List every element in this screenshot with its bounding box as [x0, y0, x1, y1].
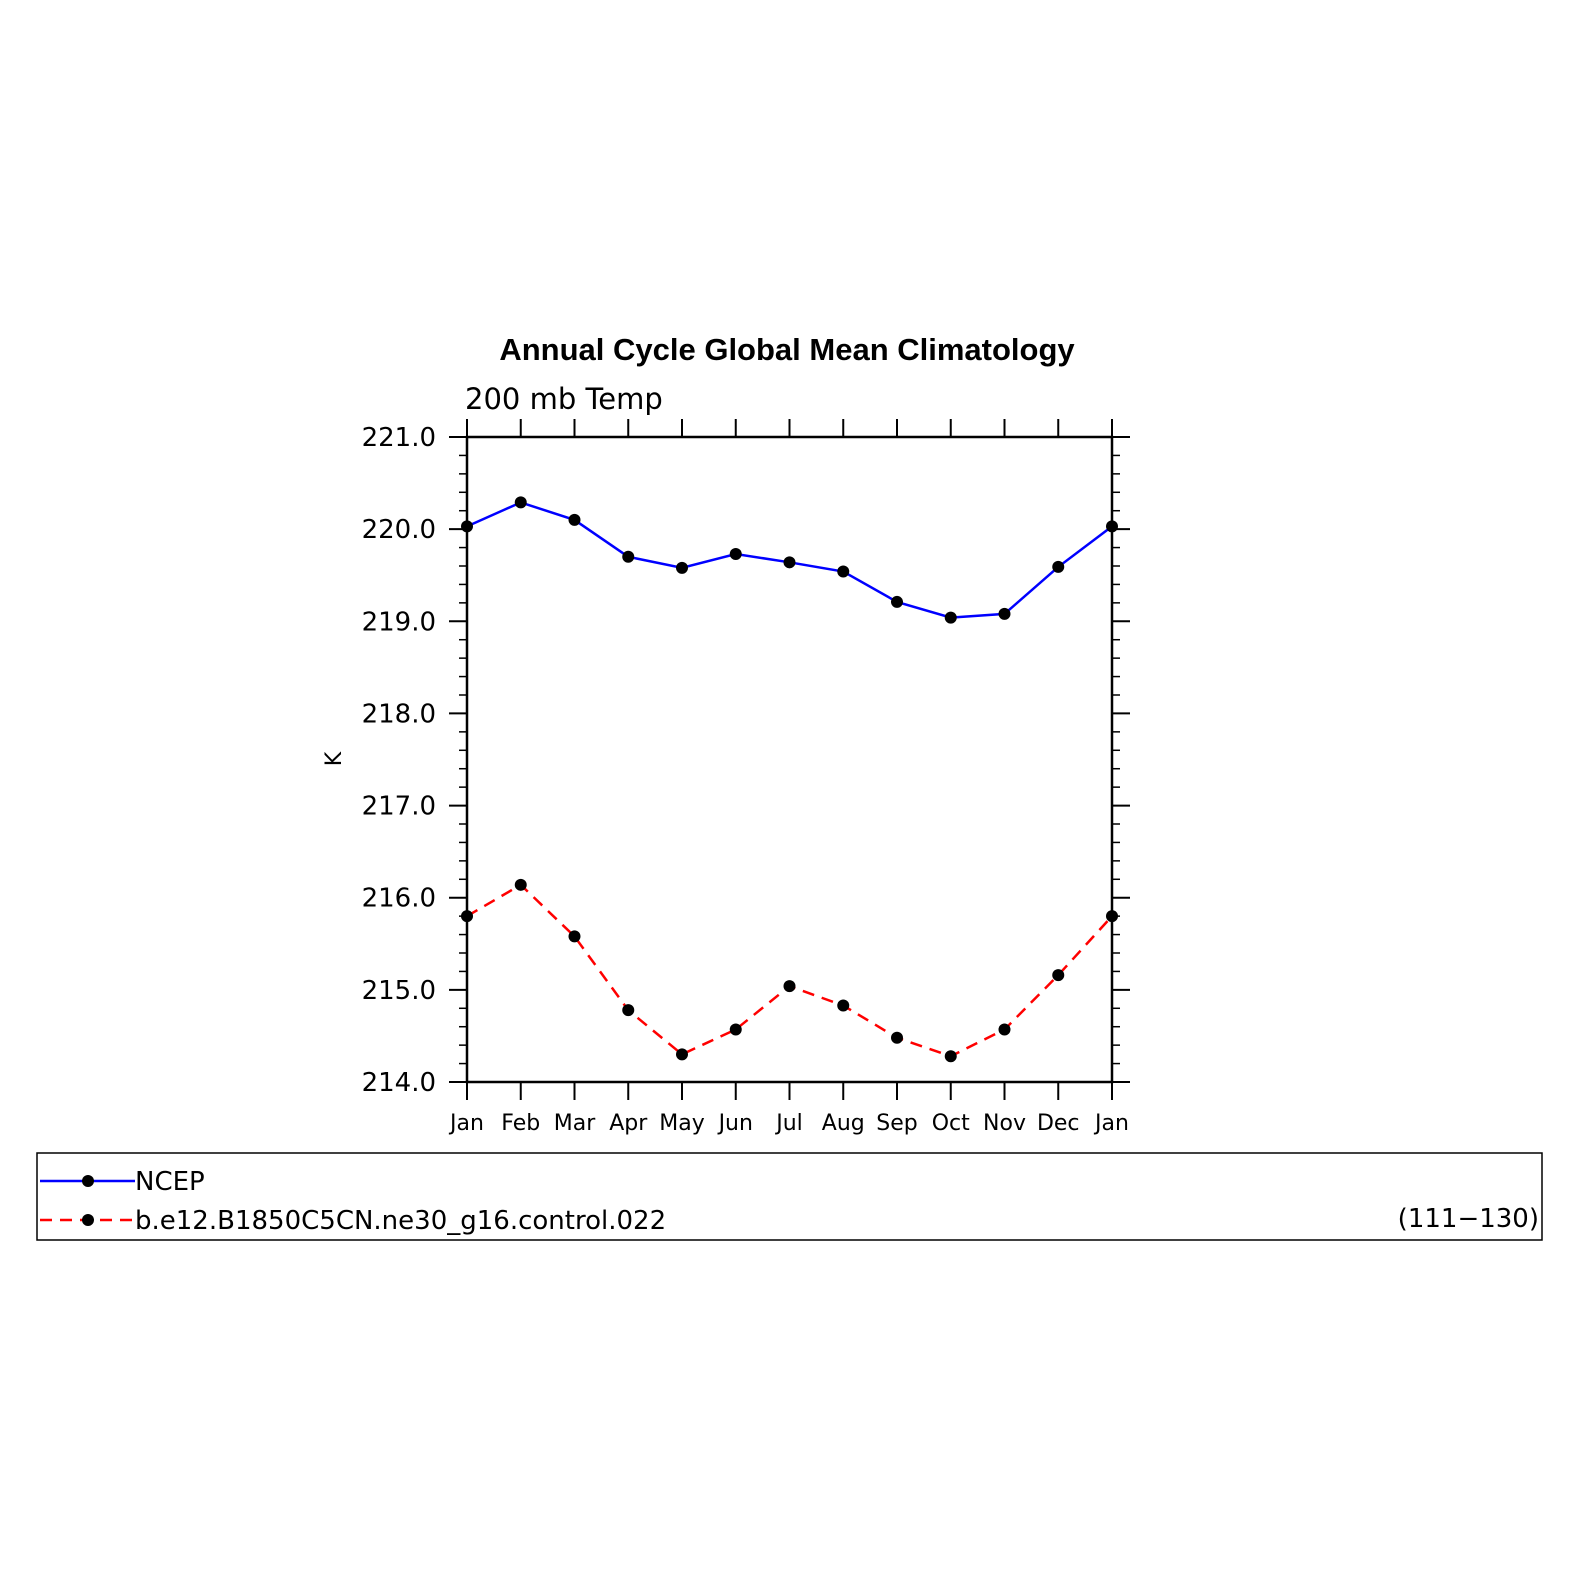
x-tick-label: Nov [983, 1111, 1026, 1136]
x-tick-label: Jan [448, 1111, 484, 1136]
data-point [944, 1050, 957, 1063]
y-tick-label: 219.0 [362, 607, 436, 637]
data-point [729, 548, 742, 561]
data-point [783, 556, 796, 569]
data-point [676, 1048, 688, 1061]
x-tick-label: May [659, 1111, 704, 1136]
data-point [729, 1023, 742, 1036]
y-tick-label: 221.0 [362, 423, 436, 453]
x-tick-label: Jun [717, 1111, 753, 1136]
series-1 [461, 496, 1118, 624]
legend-marker [82, 1214, 94, 1226]
y-tick-label: 217.0 [362, 792, 436, 822]
data-point [514, 878, 527, 891]
legend-marker [82, 1175, 94, 1187]
x-tick-label: Aug [822, 1111, 865, 1136]
x-tick-label: Dec [1037, 1111, 1080, 1136]
legend: NCEP b.e12.B1850C5CN.ne30_g16.control.022… [36, 1152, 1543, 1241]
data-point [568, 513, 581, 526]
x-tick-label: Jul [774, 1111, 803, 1136]
data-point [1106, 520, 1118, 533]
data-point [461, 520, 473, 533]
data-point [461, 910, 473, 923]
data-point [783, 980, 796, 993]
y-axis: 214.0 215.0 216.0 217.0 218.0 219.0 220.0 221.0 [362, 423, 1130, 1098]
series-layer [461, 496, 1118, 1063]
data-point [568, 930, 581, 943]
data-point [998, 607, 1011, 620]
legend-box [36, 1152, 1543, 1241]
x-tick-label: Jan [1093, 1111, 1129, 1136]
data-point [1052, 969, 1065, 982]
y-tick-label: 216.0 [362, 884, 436, 914]
series-line [466, 883, 1113, 1058]
data-point [837, 999, 850, 1012]
data-point [837, 565, 850, 578]
data-point [676, 561, 688, 574]
data-point [944, 611, 957, 624]
y-tick-label: 215.0 [362, 976, 436, 1006]
data-point [622, 550, 635, 563]
x-tick-label: Mar [554, 1111, 596, 1136]
y-tick-label: 214.0 [362, 1068, 436, 1098]
x-tick-label: Feb [501, 1111, 540, 1136]
y-axis-label: K [322, 751, 347, 766]
data-point [1052, 560, 1065, 573]
series-2 [461, 878, 1118, 1063]
legend-label: b.e12.B1850C5CN.ne30_g16.control.022 [135, 1206, 666, 1236]
y-tick-label: 220.0 [362, 515, 436, 545]
data-point [891, 1031, 903, 1044]
legend-note: (111−130) [1398, 1204, 1539, 1234]
x-axis: Jan Feb Mar Apr May Jun Jul Aug Sep Oct Nov Dec Jan [448, 419, 1129, 1136]
chart-subtitle: 200 mb Temp [465, 382, 663, 416]
x-tick-label: Apr [609, 1111, 648, 1136]
data-point [1106, 910, 1118, 923]
data-point [622, 1004, 635, 1017]
x-tick-label: Oct [932, 1111, 970, 1136]
legend-label: NCEP [135, 1167, 205, 1197]
data-point [998, 1023, 1011, 1036]
y-tick-label: 218.0 [362, 699, 436, 729]
x-tick-label: Sep [876, 1111, 917, 1136]
chart-title: Annual Cycle Global Mean Climatology [499, 332, 1075, 367]
data-point [891, 595, 903, 608]
data-point [514, 496, 527, 509]
